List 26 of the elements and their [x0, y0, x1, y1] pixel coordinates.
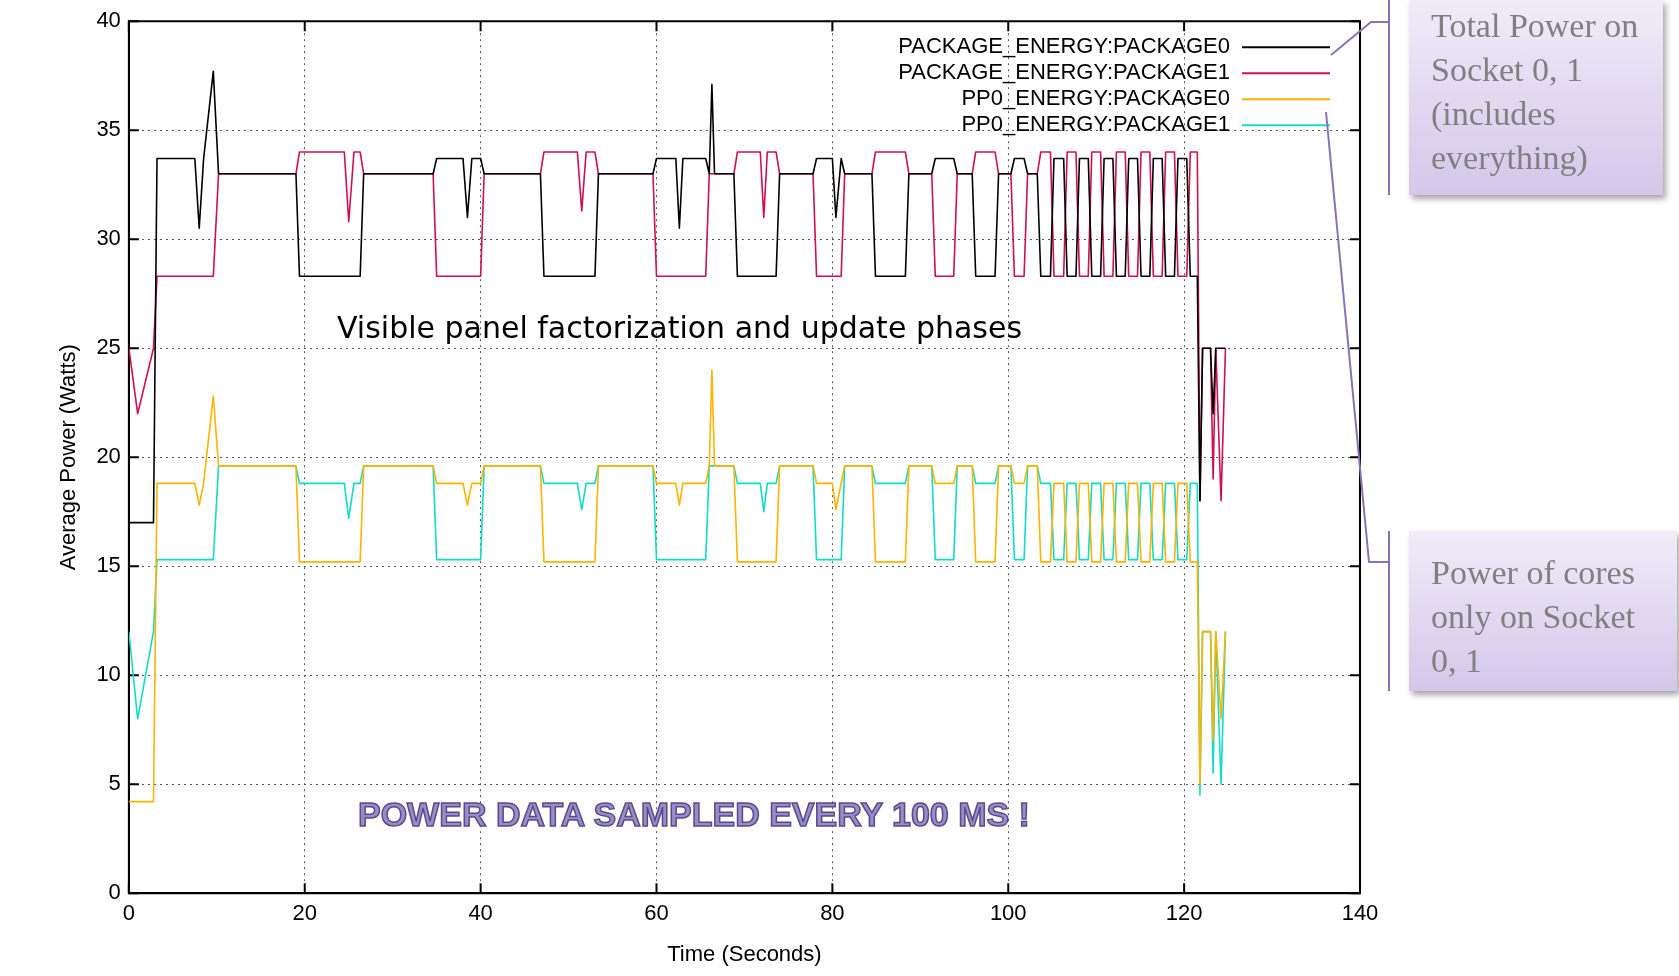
x-tick-label: 40	[468, 900, 493, 926]
legend-label: PACKAGE_ENERGY:PACKAGE0	[898, 33, 1230, 59]
x-axis-title: Time (Seconds)	[667, 940, 822, 966]
y-tick-label: 35	[96, 116, 121, 142]
y-tick-label: 0	[108, 879, 121, 905]
x-tick-label: 100	[989, 900, 1027, 926]
x-tick-label: 120	[1165, 900, 1203, 926]
x-tick-label: 60	[644, 900, 669, 926]
y-tick-label: 30	[96, 225, 121, 251]
y-tick-label: 40	[96, 7, 121, 33]
x-tick-label: 20	[292, 900, 317, 926]
y-tick-label: 25	[96, 334, 121, 360]
text: Total Power on Socket 0, 1 (includes everything)	[1409, 0, 1663, 195]
y-axis-title: Average Power (Watts)	[55, 344, 81, 571]
legend-label: PACKAGE_ENERGY:PACKAGE1	[898, 59, 1230, 85]
annotation: POWER DATA SAMPLED EVERY 100 MS !	[358, 795, 1030, 834]
x-tick-label: 140	[1341, 900, 1379, 926]
legend-label: PP0_ENERGY:PACKAGE0	[961, 85, 1230, 111]
y-tick-label: 10	[96, 661, 121, 687]
text: Power of cores only on Socket 0, 1	[1409, 531, 1677, 691]
y-tick-label: 15	[96, 552, 121, 578]
annotation: Visible panel factorization and update phases	[337, 310, 1023, 345]
y-tick-label: 5	[108, 770, 121, 796]
x-tick-label: 80	[820, 900, 845, 926]
legend-label: PP0_ENERGY:PACKAGE1	[961, 111, 1230, 137]
y-tick-label: 20	[96, 443, 121, 469]
